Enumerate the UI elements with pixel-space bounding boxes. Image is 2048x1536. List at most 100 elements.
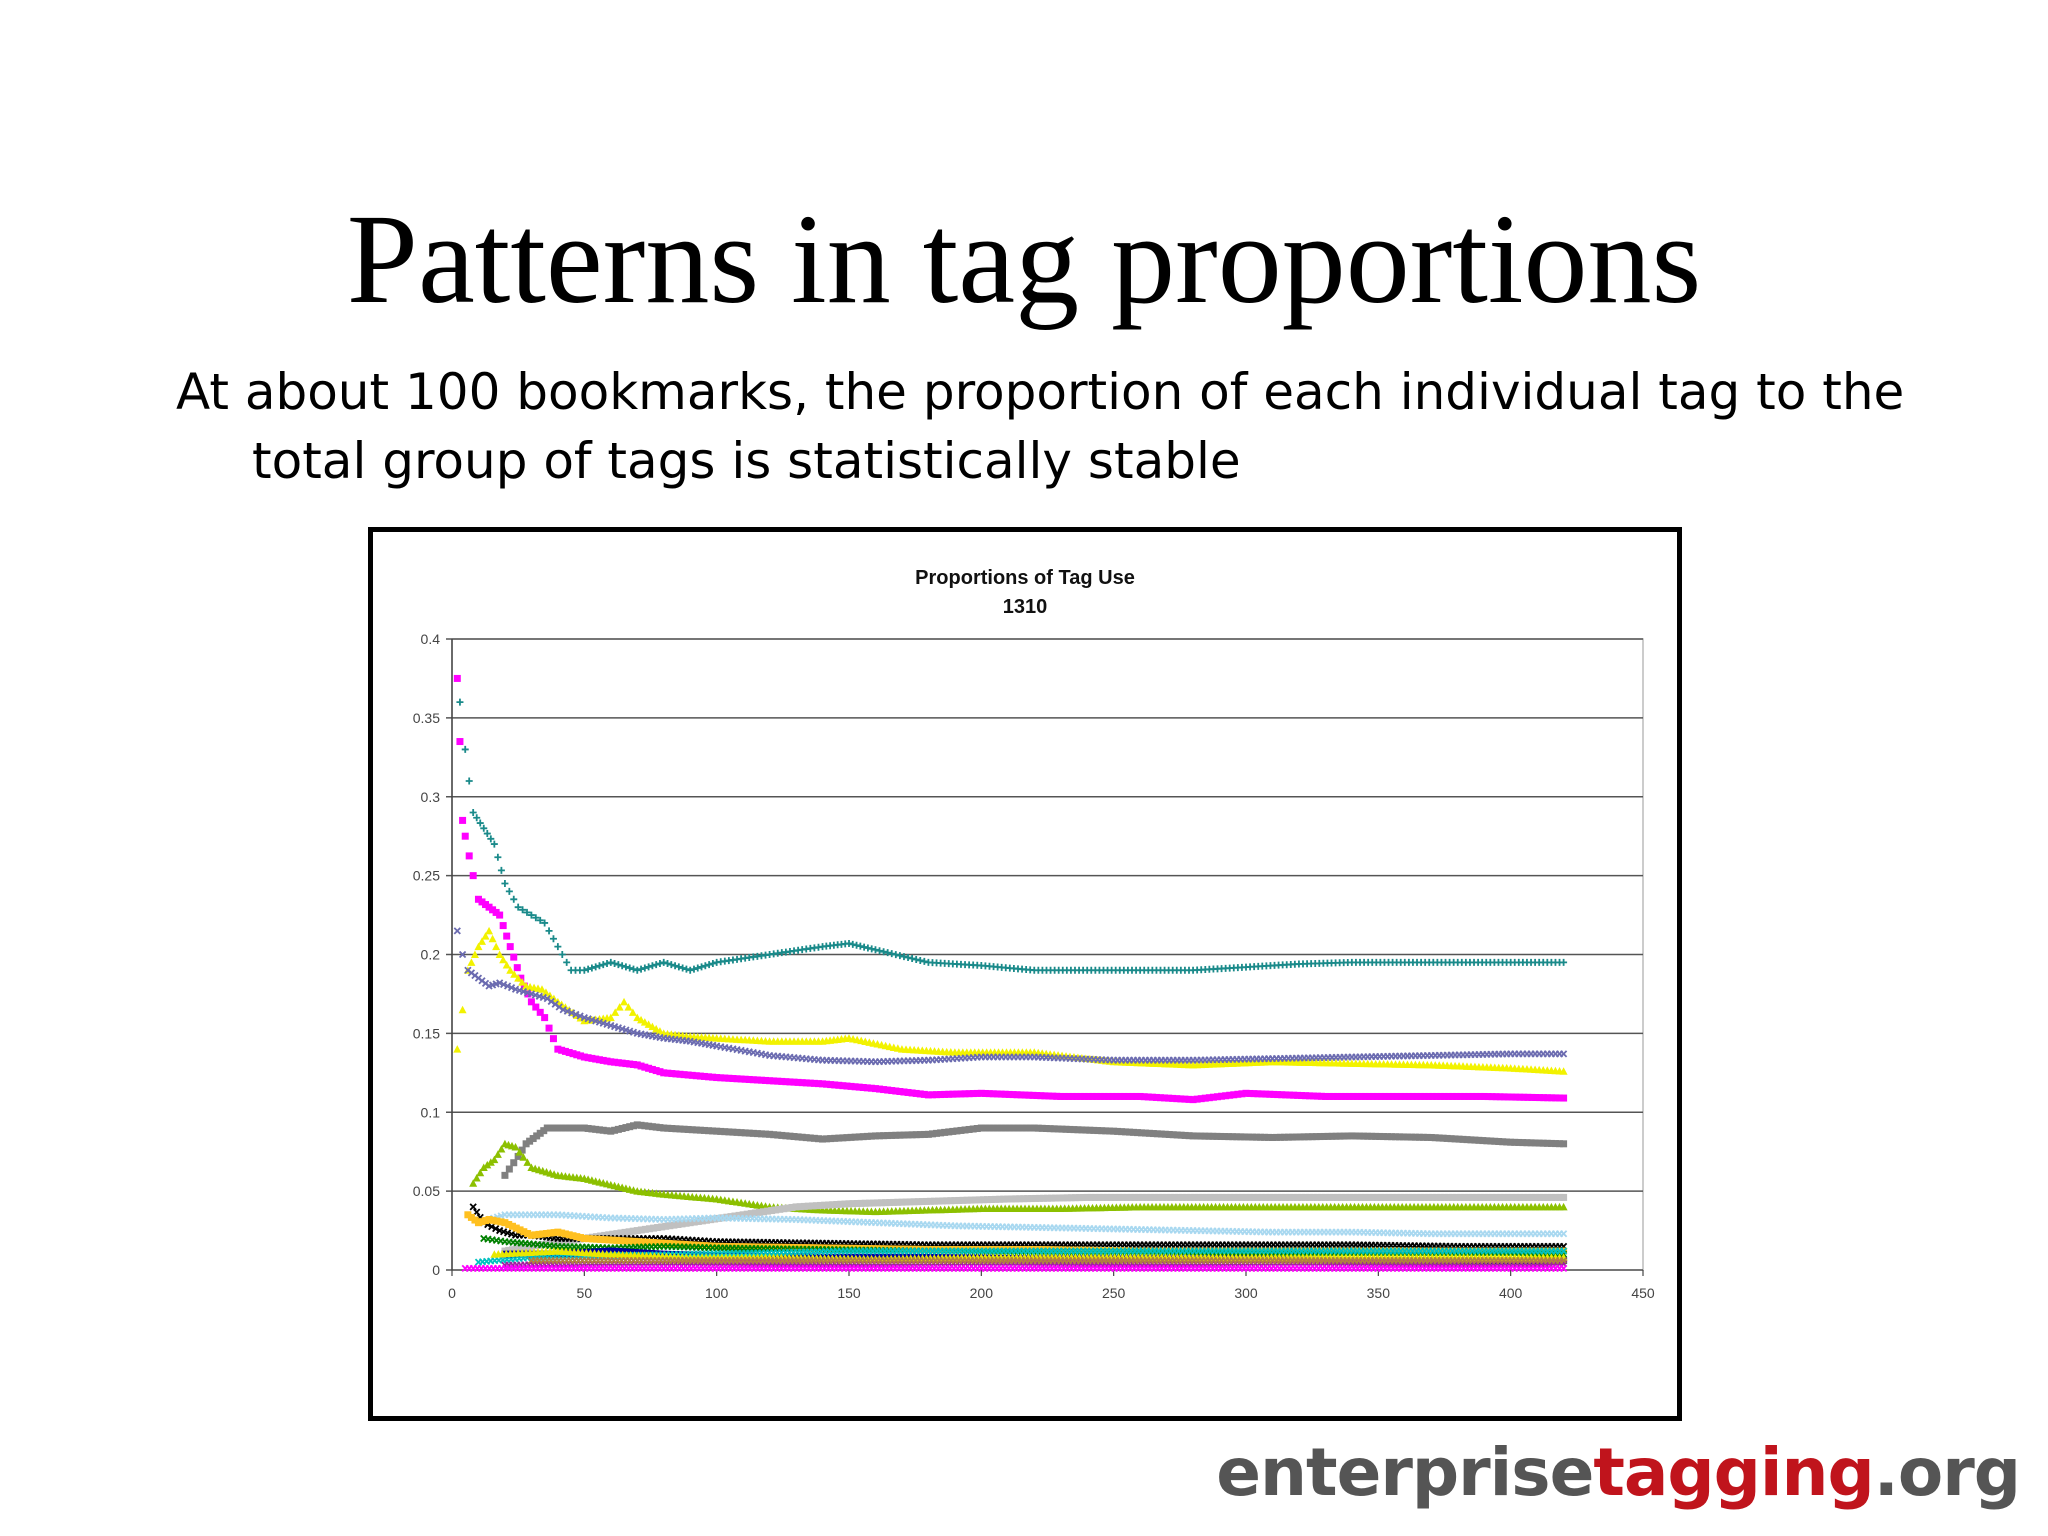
data-point [561,1230,569,1238]
x-tick-label: 350 [1367,1285,1391,1301]
data-point [518,1146,526,1154]
data-point [876,1085,884,1093]
data-point [536,916,544,924]
data-point [1349,1092,1357,1100]
data-point [1202,1193,1210,1201]
data-point [485,1216,493,1224]
data-point [826,1244,834,1252]
data-point [511,1142,520,1151]
data-point [802,1134,810,1142]
data-point [1246,1089,1254,1097]
data-point [814,1080,822,1088]
data-point [1185,1132,1193,1140]
data-point [847,1133,855,1141]
data-point [603,960,611,968]
data-point [1543,1139,1551,1147]
data-point [906,1198,914,1206]
data-point [577,1052,585,1060]
data-point [900,953,908,961]
data-point [1262,1193,1270,1201]
data-point [1085,1092,1093,1100]
x-tick-label: 200 [970,1285,994,1301]
data-point [464,1211,472,1219]
data-point [648,1123,656,1131]
data-point [1532,1094,1540,1102]
data-point [513,964,521,972]
data-point [1321,1193,1329,1201]
data-point [629,1227,637,1235]
data-point [1264,1133,1272,1141]
data-point [800,1202,808,1210]
data-point [1472,1092,1480,1100]
data-point [1132,1092,1140,1100]
x-tick-label: 450 [1631,1285,1655,1301]
data-point [490,1155,499,1164]
data-point [1450,1247,1458,1255]
data-point [558,1229,566,1237]
data-point [1258,1193,1266,1201]
data-point [888,950,896,958]
data-point [1393,1193,1401,1201]
data-point [672,1251,680,1259]
data-point [1127,1193,1135,1201]
data-point [909,1245,917,1253]
data-point [541,919,549,927]
data-point [1333,1193,1341,1201]
data-point [858,1253,866,1261]
data-point [626,1060,634,1068]
data-point [628,1008,637,1016]
data-point [1540,1193,1548,1201]
data-point [1333,1092,1341,1100]
data-point [1360,1132,1368,1140]
data-point [715,1214,723,1222]
data-point [599,1056,607,1064]
data-point [584,1054,592,1062]
data-point [626,1123,634,1131]
data-point [752,1243,760,1251]
data-point [1528,1193,1536,1201]
data-point [774,1077,782,1085]
data-point [645,1122,653,1130]
data-point [791,1253,799,1261]
data-point [859,1083,867,1091]
data-point [1352,1247,1360,1255]
data-point [926,1197,934,1205]
data-point [1426,1247,1434,1255]
data-point [900,1088,908,1096]
data-point [1201,1094,1209,1102]
data-point [868,945,876,953]
data-point [1066,1125,1074,1133]
data-point [967,1196,975,1204]
data-point [1186,1193,1194,1201]
data-point [725,1128,733,1136]
data-point [1036,1194,1044,1202]
data-point [779,1253,787,1261]
data-point [947,1197,955,1205]
data-point [1254,1193,1262,1201]
data-point [904,954,912,962]
data-point [1292,1133,1300,1141]
data-point [973,1125,981,1133]
data-point [705,1127,713,1135]
data-point [1423,1133,1431,1141]
data-point [768,1243,776,1251]
data-point [502,961,511,969]
data-point [523,908,531,916]
data-point [456,738,464,746]
data-point [889,1253,897,1261]
data-point [775,1243,783,1251]
data-point [1344,1247,1352,1255]
data-point [1018,1124,1026,1132]
data-point [680,1125,688,1133]
data-point [637,1062,645,1070]
data-point [684,1251,692,1259]
data-point [1456,1193,1464,1201]
data-point [812,1202,820,1210]
data-point [1047,1194,1055,1202]
data-point [536,1129,544,1137]
data-point [1103,1193,1111,1201]
data-point [1024,1195,1032,1203]
data-point [912,955,920,963]
data-point [595,962,603,970]
data-point [668,1250,676,1258]
